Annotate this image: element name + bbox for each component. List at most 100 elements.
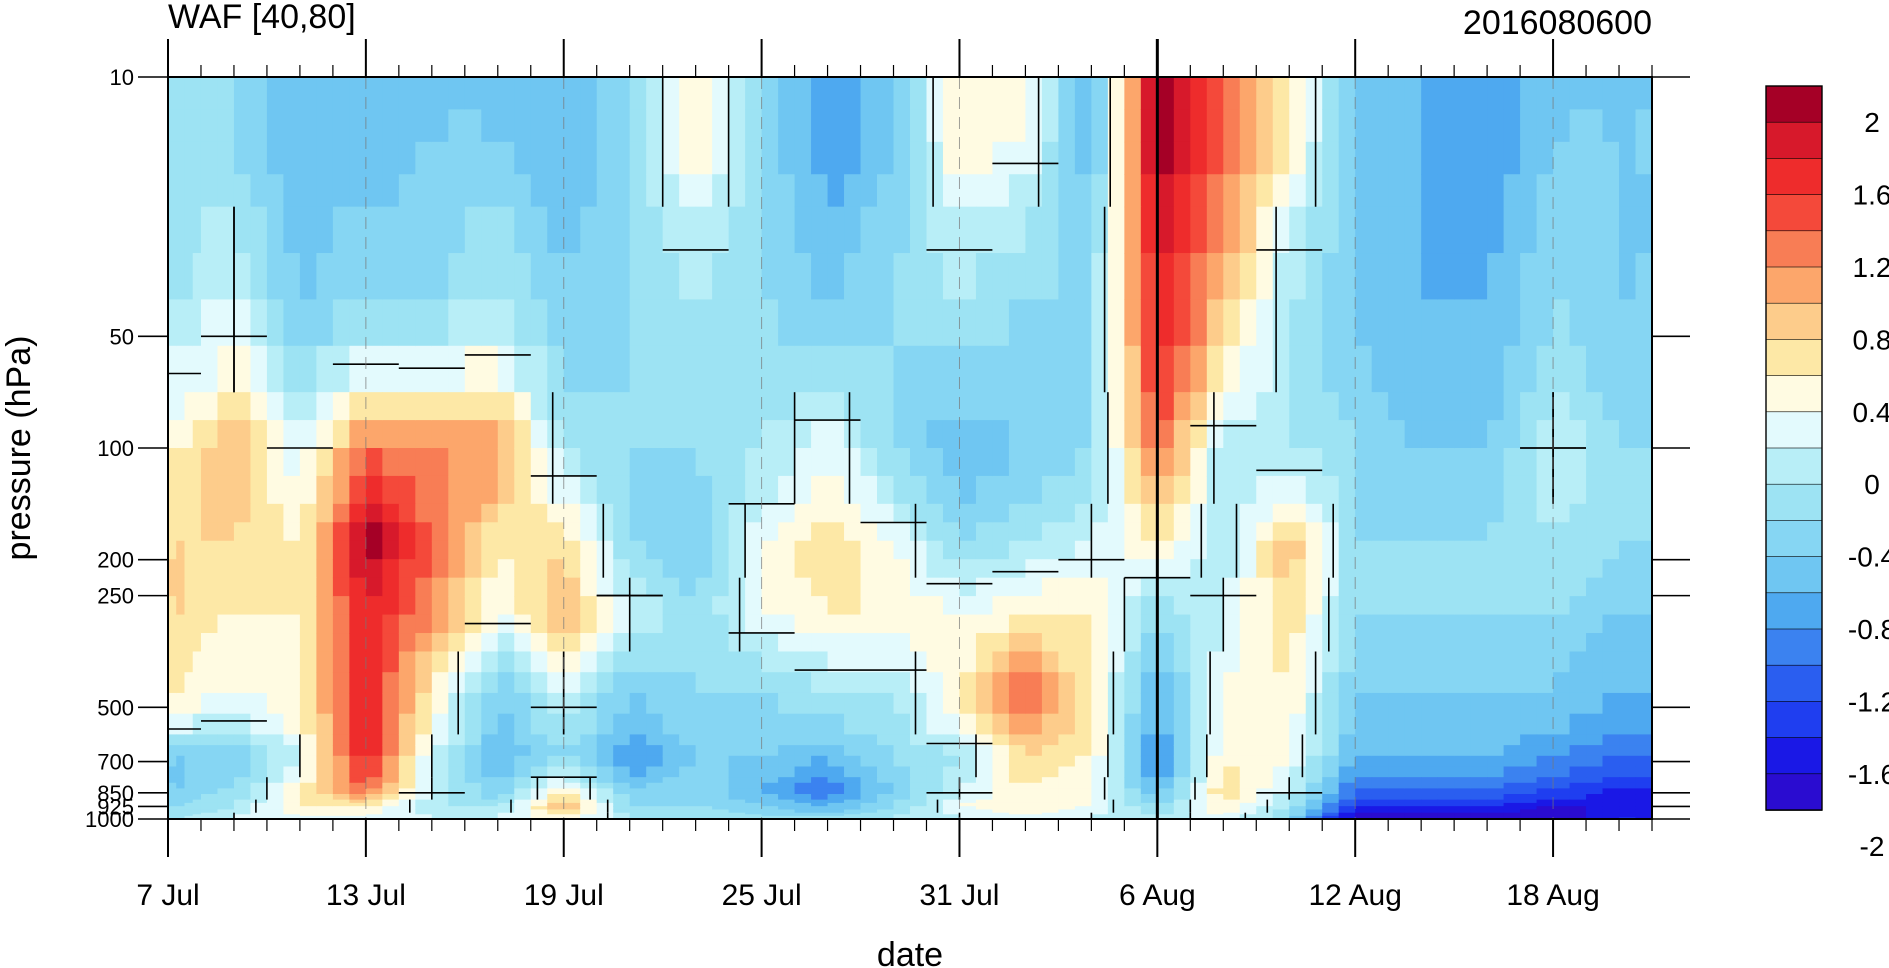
contour-cell [1206, 788, 1224, 795]
contour-cell [893, 802, 911, 807]
contour-cell [332, 299, 350, 347]
contour-cell [613, 77, 631, 111]
contour-cell [250, 345, 268, 393]
contour-cell [365, 141, 383, 175]
contour-cell [844, 77, 862, 111]
contour-cell [530, 777, 548, 784]
contour-cell [712, 206, 730, 254]
contour-cell [1553, 672, 1571, 694]
contour-cell [1305, 299, 1323, 347]
contour-cell [530, 812, 548, 815]
contour-cell [1322, 692, 1340, 715]
contour-cell [1421, 345, 1439, 393]
contour-cell [1256, 806, 1274, 811]
contour-cell [1074, 766, 1092, 778]
contour-cell [448, 77, 466, 111]
contour-cell [646, 475, 664, 505]
contour-cell [1635, 734, 1652, 746]
contour-cell [1305, 802, 1323, 807]
contour-cell [365, 806, 383, 811]
contour-cell [580, 448, 598, 477]
contour-cell [1239, 806, 1257, 811]
contour-cell [1091, 777, 1109, 784]
contour-cell [679, 672, 697, 694]
contour-cell [349, 777, 367, 784]
contour-cell [975, 448, 994, 477]
contour-cell [1602, 651, 1620, 673]
contour-cell [1454, 755, 1472, 768]
contour-cell [629, 734, 647, 746]
contour-cell [1223, 794, 1241, 801]
contour-cell [745, 777, 763, 784]
contour-cell [192, 577, 202, 597]
contour-cell [761, 253, 779, 301]
contour-cell [1355, 799, 1373, 804]
contour-cell [1008, 522, 1027, 542]
contour-cell [481, 672, 499, 694]
contour-cell [382, 299, 400, 347]
contour-cell [1305, 766, 1323, 778]
contour-cell [860, 766, 878, 778]
contour-cell [1503, 812, 1521, 815]
contour-cell [1437, 812, 1455, 815]
contour-cell [959, 651, 977, 673]
contour-cell [1487, 77, 1505, 111]
contour-cell [613, 745, 631, 757]
contour-cell [662, 745, 680, 757]
contour-cell [1206, 777, 1224, 784]
contour-cell [1157, 614, 1175, 634]
contour-cell [728, 672, 746, 694]
contour-cell [975, 806, 994, 811]
contour-cell [1107, 814, 1125, 817]
contour-cell [415, 475, 433, 505]
contour-cell [992, 782, 1010, 789]
contour-cell [1107, 596, 1125, 616]
contour-cell [1470, 788, 1488, 795]
contour-cell [1586, 420, 1604, 449]
contour-cell [712, 814, 730, 817]
contour-cell [1421, 503, 1439, 523]
contour-cell [481, 420, 499, 449]
contour-cell [365, 503, 383, 523]
contour-cell [1454, 651, 1472, 673]
contour-cell [1025, 614, 1043, 634]
contour-cell [481, 345, 499, 393]
contour-cell [1635, 745, 1652, 757]
contour-cell [1074, 802, 1092, 807]
contour-cell [1470, 755, 1488, 768]
contour-cell [580, 392, 598, 421]
contour-cell [415, 692, 433, 715]
contour-cell [1206, 448, 1224, 477]
contour-cell [530, 651, 548, 673]
contour-cell [893, 734, 911, 746]
contour-cell [1503, 253, 1521, 301]
contour-cell [1569, 109, 1587, 143]
colorbar-label: -2 [1860, 831, 1885, 862]
contour-cell [1470, 614, 1488, 634]
contour-cell [926, 174, 944, 208]
contour-cell [712, 788, 730, 795]
contour-cell [1008, 806, 1027, 811]
contour-cell [1223, 77, 1241, 111]
contour-cell [745, 559, 763, 579]
contour-cell [1173, 692, 1191, 715]
contour-cell [1305, 206, 1323, 254]
contour-cell [1074, 633, 1092, 653]
contour-cell [596, 614, 614, 634]
contour-cell [184, 734, 194, 746]
contour-cell [332, 651, 350, 673]
contour-cell [778, 745, 796, 757]
contour-cell [530, 734, 548, 746]
contour-cell [778, 392, 796, 421]
contour-cell [646, 812, 664, 815]
contour-cell [1470, 802, 1488, 807]
contour-cell [415, 651, 433, 673]
contour-cell [646, 392, 664, 421]
contour-cell [1503, 633, 1521, 653]
contour-cell [563, 596, 581, 616]
contour-cell [316, 745, 334, 757]
contour-cell [563, 777, 581, 784]
contour-cell [200, 755, 219, 768]
contour-cell [728, 141, 746, 175]
contour-cell [217, 141, 235, 175]
